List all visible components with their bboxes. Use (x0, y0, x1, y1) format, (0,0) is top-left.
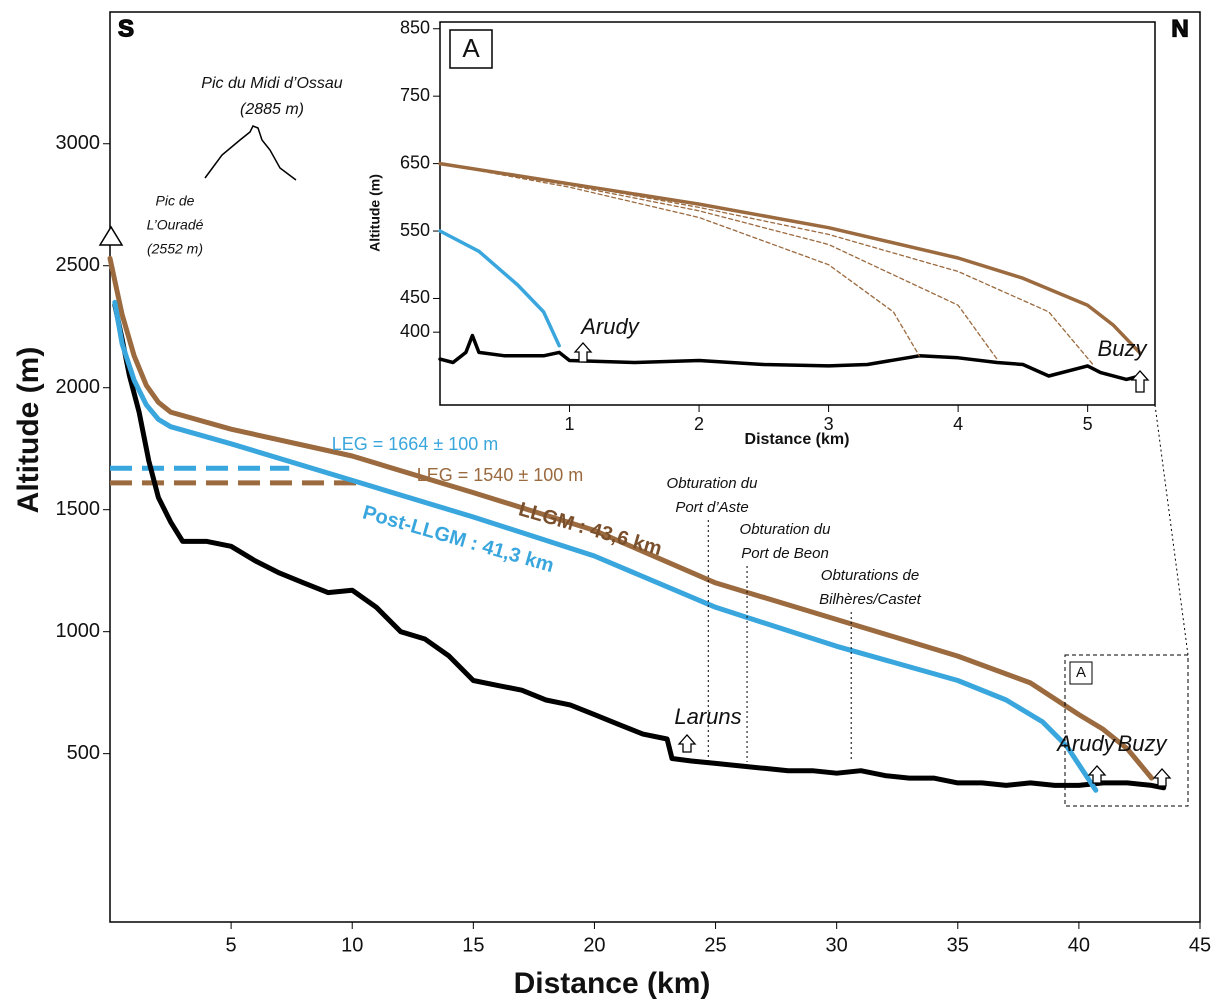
glacier-profile (107, 255, 1155, 781)
y-tick-label: 2000 (56, 376, 101, 398)
y-tick-label: 3000 (56, 132, 101, 154)
town-label: Arudy (1055, 731, 1116, 756)
zoom-box-label: A (1076, 664, 1086, 681)
town-label: Buzy (1098, 336, 1149, 361)
inset-frame (439, 21, 1156, 406)
town-icons (573, 342, 1150, 393)
y-tick-label: 450 (400, 287, 430, 307)
panel-label: A (462, 33, 480, 63)
inset-chart: A 1 2 3 4 5 400 450 550 650 750 850 Distance (km) A… (367, 17, 1156, 448)
y-tick-label: 1500 (56, 498, 101, 520)
zoom-box (1064, 654, 1189, 807)
x-tick-label: 5 (1083, 414, 1093, 434)
glacier-profile (439, 162, 920, 357)
obturation-label: Obturation du (667, 475, 759, 492)
x-tick-label: 45 (1189, 934, 1211, 956)
y-axis-label: Altitude (m) (367, 174, 383, 252)
x-tick-label: 20 (583, 934, 605, 956)
obturation-label: Port d’Aste (675, 499, 748, 516)
x-tick-label: 15 (462, 934, 484, 956)
glacier-profile (438, 161, 1142, 355)
north-label: N (1171, 15, 1188, 42)
glacier-profile (438, 229, 561, 348)
glacier-profile (439, 162, 1095, 367)
x-tick-label: 25 (704, 934, 726, 956)
obturation-label: Port de Beon (741, 545, 829, 562)
obturation-label: Obturation du (740, 521, 832, 538)
glacier-profile (439, 162, 998, 360)
y-tick-label: 650 (400, 152, 430, 172)
zoom-box-tag (1069, 661, 1093, 685)
plot-layer: 1 2 3 4 5 400 450 550 650 750 850 (400, 17, 1142, 434)
obturation-label: Bilhères/Castet (819, 591, 922, 608)
x-tick-label: 40 (1068, 934, 1090, 956)
x-tick-label: 4 (953, 414, 963, 434)
leg-label: LEG = 1540 ± 100 m (417, 465, 583, 485)
peak-label: (2885 m) (240, 101, 304, 118)
y-tick-label: 400 (400, 321, 430, 341)
x-tick-label: 10 (341, 934, 363, 956)
town-label: Laruns (674, 704, 741, 729)
town-label: Arudy (579, 314, 640, 339)
bed-profile (112, 302, 1167, 791)
x-tick-label: 35 (947, 934, 969, 956)
y-tick-label: 500 (67, 742, 100, 764)
peak-icon (98, 225, 124, 246)
peak-label: Pic du Midi d’Ossau (201, 75, 342, 92)
x-tick-label: 2 (694, 414, 704, 434)
town-label: Buzy (1118, 731, 1169, 756)
peak-label: (2552 m) (147, 241, 203, 257)
peak-label: L’Ouradé (147, 217, 204, 233)
town-icons (677, 734, 1172, 787)
x-tick-label: 3 (824, 414, 834, 434)
panel-tag (449, 29, 493, 69)
glacier-profile (112, 299, 1099, 793)
x-tick-label: 1 (565, 414, 575, 434)
y-tick-label: 1000 (56, 620, 101, 642)
leg-label: LEG = 1664 ± 100 m (332, 434, 498, 454)
x-axis-label: Distance (km) (745, 431, 850, 448)
y-tick-label: 2500 (56, 254, 101, 276)
bed-profile (438, 333, 1142, 382)
x-tick-label: 30 (826, 934, 848, 956)
y-tick-label: 550 (400, 220, 430, 240)
south-label: S (118, 15, 134, 42)
x-axis-label: Distance (km) (514, 967, 711, 1000)
x-tick-label: 5 (226, 934, 237, 956)
y-tick-label: 750 (400, 85, 430, 105)
obturation-label: Obturations de (821, 567, 919, 584)
y-tick-label: 850 (400, 17, 430, 37)
zoom-connector (1154, 404, 1189, 656)
y-axis-label: Altitude (m) (12, 347, 45, 514)
peak-label: Pic de (156, 193, 195, 209)
peak-sketch (204, 125, 297, 181)
